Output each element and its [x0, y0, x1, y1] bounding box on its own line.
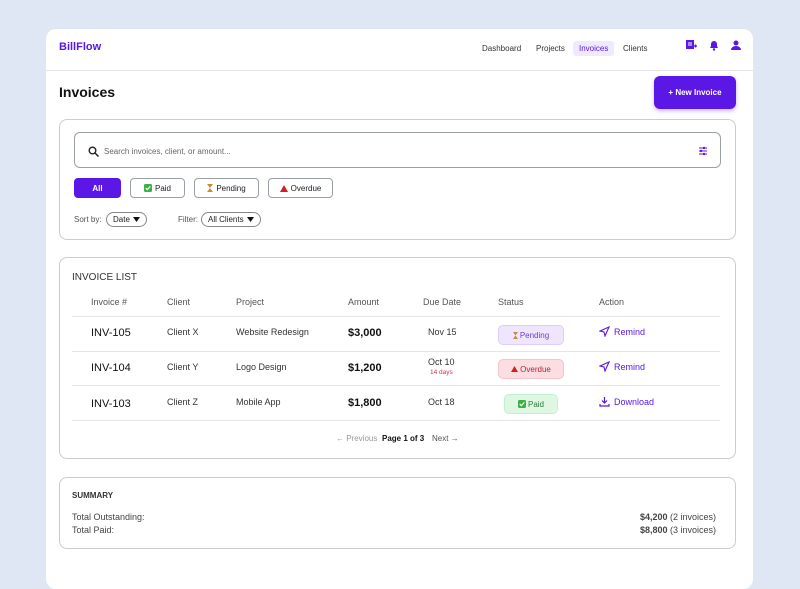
- status: Overdue: [520, 364, 551, 374]
- summary-heading: SUMMARY: [72, 491, 114, 500]
- row-divider: [72, 351, 720, 352]
- pagination-next[interactable]: Next →: [432, 434, 459, 443]
- action: Download: [614, 396, 655, 407]
- project: Mobile App: [236, 397, 281, 407]
- status-pill: Overdue: [498, 359, 564, 379]
- paid-icon: [143, 184, 152, 192]
- summary-label: Total Outstanding:: [72, 512, 145, 522]
- status-pill: Paid: [504, 394, 558, 414]
- row-divider: [72, 420, 720, 421]
- brand[interactable]: BillFlow: [59, 41, 102, 53]
- row-divider: [72, 316, 720, 317]
- chip-label: Overdue: [290, 183, 322, 193]
- summary-label: Total Paid:: [72, 525, 115, 535]
- amount: $3,000: [348, 327, 382, 339]
- add-icon[interactable]: [685, 39, 697, 51]
- action-link[interactable]: Remind: [599, 361, 645, 372]
- chip[interactable]: Paid: [130, 178, 185, 198]
- due-date: Nov 15: [428, 327, 457, 337]
- client: Client Z: [167, 397, 199, 407]
- new-invoice-button[interactable]: + New Invoice: [654, 76, 736, 109]
- action: Remind: [614, 361, 646, 372]
- column-header: Action: [599, 297, 625, 307]
- page: BillFlow Invoices {"header":{"brand":"Bi…: [46, 29, 753, 589]
- screen: BillFlow Dashboard Projects Invoices Cli…: [46, 29, 753, 589]
- amount: $1,800: [348, 397, 382, 409]
- search-box[interactable]: [74, 132, 721, 168]
- pagination-previous[interactable]: ← Previous: [336, 434, 378, 443]
- sort-label: Sort by:: [74, 215, 102, 224]
- invoice-list-panel: [59, 257, 736, 459]
- row-divider: [72, 385, 720, 386]
- chip-active[interactable]: All: [74, 178, 121, 198]
- chip-label: Pending: [216, 183, 246, 193]
- status-pill: Pending: [498, 325, 564, 345]
- bell-icon[interactable]: [708, 39, 720, 51]
- header-divider: [46, 70, 753, 71]
- sort-select[interactable]: Date: [106, 212, 147, 227]
- summary-value: $8,800 (3 invoices): [640, 525, 716, 535]
- page-title: Invoices: [59, 84, 116, 100]
- invoice-id: INV-105: [91, 327, 131, 339]
- chip[interactable]: Overdue: [268, 178, 333, 198]
- project: Logo Design: [236, 362, 287, 372]
- due-note: 14 days: [430, 369, 453, 376]
- due-date: Oct 10: [428, 357, 455, 367]
- project: Website Redesign: [236, 327, 309, 337]
- filter-settings-icon[interactable]: [698, 146, 708, 156]
- column-header: Project: [236, 297, 265, 307]
- caret: [132, 217, 140, 222]
- chip-label: Paid: [154, 183, 171, 193]
- filter-label: Filter:: [178, 215, 198, 224]
- client: Client X: [167, 327, 199, 337]
- nav-link[interactable]: Dashboard: [482, 44, 522, 53]
- nav-link[interactable]: Projects: [536, 44, 565, 53]
- overdue-icon: [279, 184, 288, 192]
- nav-link-active[interactable]: Invoices: [573, 41, 615, 56]
- summary-value: $4,200 (2 invoices): [640, 512, 716, 522]
- invoice-id: INV-104: [91, 362, 131, 374]
- section-heading: INVOICE LIST: [72, 272, 138, 283]
- summary-panel: [59, 477, 736, 549]
- overdue-icon: [511, 366, 519, 372]
- column-header: Client: [167, 297, 191, 307]
- column-header: Amount: [348, 297, 380, 307]
- action-link[interactable]: Remind: [599, 326, 645, 337]
- paid-icon: [517, 400, 526, 408]
- summary-note: (2 invoices): [669, 512, 716, 522]
- status: Pending: [519, 330, 550, 340]
- column-header: Invoice #: [91, 297, 128, 307]
- pagination-page: Page 1 of 3: [382, 434, 425, 443]
- invoice-id: INV-103: [91, 398, 131, 410]
- filter-value: All Clients: [208, 215, 244, 224]
- search-placeholder: Search invoices, client, or amount...: [104, 147, 231, 156]
- chip-label: All: [92, 183, 103, 193]
- action-link[interactable]: Download: [599, 396, 654, 407]
- amount: $1,200: [348, 362, 382, 374]
- download-icon: [599, 397, 610, 407]
- status: Paid: [527, 399, 544, 409]
- column-header: Status: [498, 297, 524, 307]
- caret: [246, 217, 254, 222]
- send-icon: [599, 326, 610, 337]
- sort-value: Date: [113, 215, 130, 224]
- chip[interactable]: Pending: [194, 178, 259, 198]
- summary-amount: $8,800: [639, 525, 668, 535]
- summary-amount: $4,200: [639, 512, 668, 522]
- pending-icon: [207, 184, 214, 192]
- send-icon: [599, 361, 610, 372]
- pending-icon: [512, 331, 518, 339]
- client-select[interactable]: All Clients: [201, 212, 261, 227]
- summary-note: (3 invoices): [669, 525, 716, 535]
- action: Remind: [614, 326, 646, 337]
- user-icon[interactable]: [730, 39, 742, 51]
- nav-link[interactable]: Clients: [623, 44, 648, 53]
- due-date: Oct 18: [428, 397, 455, 407]
- search-icon: [88, 146, 99, 157]
- column-header: Due Date: [423, 297, 462, 307]
- client: Client Y: [167, 362, 199, 372]
